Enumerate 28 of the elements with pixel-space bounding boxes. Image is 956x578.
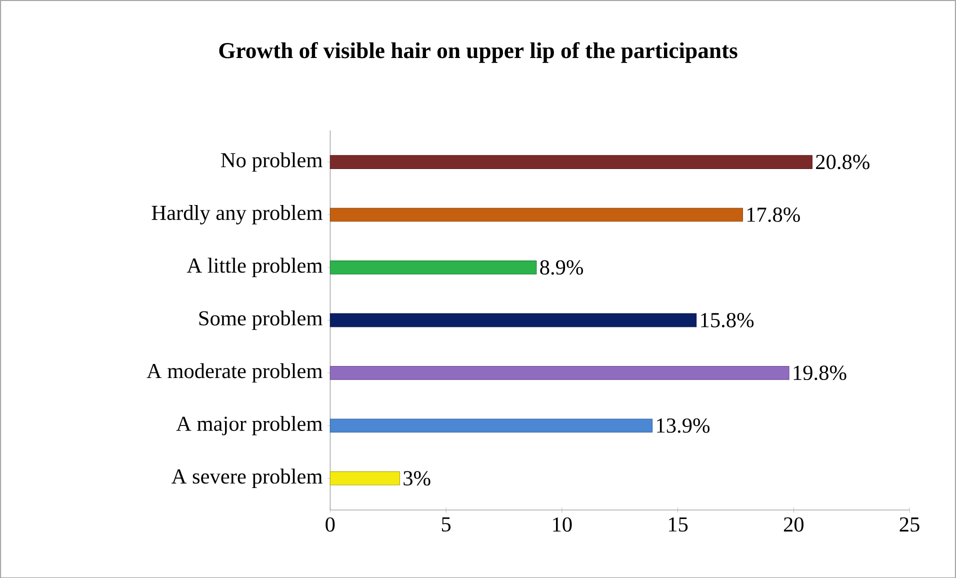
y-tick-label: Some problem	[199, 310, 322, 330]
y-tick-label: A severe problem	[172, 468, 322, 488]
x-tick-label: 0	[326, 517, 335, 532]
y-tick-label: A little problem	[186, 258, 322, 277]
y-tick-label: No problem	[221, 152, 322, 172]
x-tick-label: 25	[900, 517, 920, 532]
bar	[330, 418, 653, 432]
x-tick-label: 20	[784, 517, 804, 532]
data-label: 3%	[404, 470, 430, 486]
x-tick-label: 5	[442, 517, 451, 532]
data-label: 13.9%	[657, 418, 710, 433]
bar	[330, 471, 400, 486]
data-label: 19.8%	[794, 365, 846, 380]
bar	[330, 313, 697, 327]
y-tick-label: A major problem	[176, 416, 322, 436]
bar	[330, 260, 537, 274]
bar	[330, 366, 790, 380]
data-label: 15.8%	[701, 312, 754, 328]
data-label: 20.8%	[816, 154, 870, 170]
x-tick-label: 10	[553, 517, 572, 532]
bar	[330, 208, 743, 222]
y-tick-label: Hardly any problem	[152, 204, 322, 224]
y-tick-label: A moderate problem	[146, 363, 322, 382]
x-tick-label: 15	[669, 517, 688, 532]
bar	[330, 154, 812, 169]
data-label: 17.8%	[747, 207, 800, 222]
chart-title: Growth of visible hair on upper lip of the participants	[219, 42, 738, 63]
data-label: 8.9%	[540, 260, 584, 274]
